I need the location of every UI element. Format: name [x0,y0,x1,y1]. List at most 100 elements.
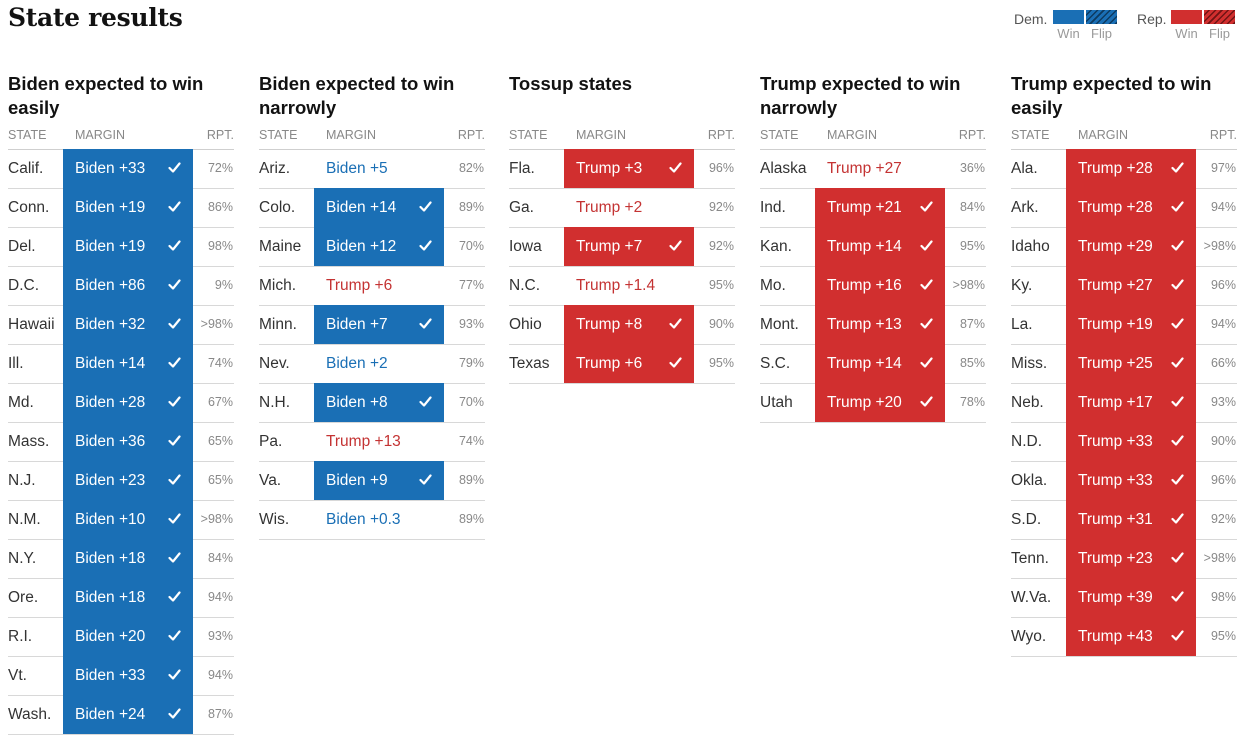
check-icon [168,434,181,447]
table-row[interactable]: Mass. Biden +36 65% [8,422,234,462]
check-icon [419,200,432,213]
legend-dem-win-swatch [1053,10,1084,24]
table-row[interactable]: Ariz. Biden +5 82% [259,150,485,189]
table-row[interactable]: Tenn. Trump +23 >98% [1011,539,1237,579]
table-row[interactable]: Ky. Trump +27 96% [1011,266,1237,306]
table-row[interactable]: Ark. Trump +28 94% [1011,188,1237,228]
table-row[interactable]: Ga. Trump +2 92% [509,189,735,228]
table-row[interactable]: Miss. Trump +25 66% [1011,344,1237,384]
state-name: Ill. [8,355,24,372]
table-row[interactable]: Wash. Biden +24 87% [8,695,234,735]
table-row[interactable]: Ala. Trump +28 97% [1011,149,1237,189]
table-row[interactable]: Iowa Trump +7 92% [509,227,735,267]
state-name: Minn. [259,316,297,333]
margin-value: Trump +7 [576,238,643,255]
margin-cell: Biden +18 [63,539,193,578]
table-row[interactable]: N.D. Trump +33 90% [1011,422,1237,462]
check-icon [920,278,933,291]
check-icon [168,395,181,408]
table-row[interactable]: Alaska Trump +27 36% [760,150,986,189]
legend-rep-label: Rep. [1137,11,1167,27]
table-row[interactable]: Hawaii Biden +32 >98% [8,305,234,345]
margin-value: Biden +5 [326,160,388,177]
results-group: Biden expected to win easily STATE MARGIN R… [8,72,234,735]
table-row[interactable]: Ill. Biden +14 74% [8,344,234,384]
table-row[interactable]: La. Trump +19 94% [1011,305,1237,345]
check-icon [920,356,933,369]
check-icon [1171,200,1184,213]
table-row[interactable]: Okla. Trump +33 96% [1011,461,1237,501]
reporting-percent: 92% [708,239,734,253]
table-row[interactable]: Del. Biden +19 98% [8,227,234,267]
table-row[interactable]: Wis. Biden +0.3 89% [259,501,485,540]
check-icon [1171,239,1184,252]
table-row[interactable]: N.M. Biden +10 >98% [8,500,234,540]
state-name: Neb. [1011,394,1044,411]
legend-dem-flip-label: Flip [1091,26,1112,41]
table-row[interactable]: Va. Biden +9 89% [259,461,485,501]
state-name: Ariz. [259,160,290,177]
table-row[interactable]: Utah Trump +20 78% [760,383,986,423]
margin-value: Trump +14 [827,238,902,255]
table-row[interactable]: Neb. Trump +17 93% [1011,383,1237,423]
table-row[interactable]: Vt. Biden +33 94% [8,656,234,696]
table-row[interactable]: Calif. Biden +33 72% [8,149,234,189]
table-row[interactable]: Conn. Biden +19 86% [8,188,234,228]
table-row[interactable]: S.C. Trump +14 85% [760,344,986,384]
table-row[interactable]: N.C. Trump +1.4 95% [509,267,735,306]
table-row[interactable]: N.H. Biden +8 70% [259,383,485,423]
check-icon [168,473,181,486]
table-row[interactable]: Md. Biden +28 67% [8,383,234,423]
table-row[interactable]: Colo. Biden +14 89% [259,188,485,228]
table-row[interactable]: Texas Trump +6 95% [509,344,735,384]
check-icon [920,395,933,408]
table-row[interactable]: N.Y. Biden +18 84% [8,539,234,579]
state-name: Tenn. [1011,550,1049,567]
reporting-percent: 84% [207,551,233,565]
margin-cell: Biden +7 [314,305,444,344]
header-margin: MARGIN [326,128,376,142]
margin-cell: Biden +32 [63,305,193,344]
table-row[interactable]: Ore. Biden +18 94% [8,578,234,618]
table-row[interactable]: Mich. Trump +6 77% [259,267,485,306]
table-row[interactable]: W.Va. Trump +39 98% [1011,578,1237,618]
margin-value: Biden +20 [75,628,146,645]
margin-cell: Trump +20 [815,383,945,422]
table-row[interactable]: Fla. Trump +3 96% [509,149,735,189]
margin-cell: Biden +12 [314,227,444,266]
margin-cell: Biden +24 [63,695,193,734]
header-state: STATE [509,128,548,142]
reporting-percent: 94% [1210,200,1236,214]
margin-value: Biden +9 [326,472,388,489]
page-title: State results [8,3,183,32]
table-row[interactable]: Minn. Biden +7 93% [259,305,485,345]
group-title: Biden expected to win narrowly [259,73,455,118]
check-icon [1171,551,1184,564]
state-name: S.D. [1011,511,1042,528]
table-row[interactable]: Nev. Biden +2 79% [259,345,485,384]
table-row[interactable]: Mont. Trump +13 87% [760,305,986,345]
table-row[interactable]: Ohio Trump +8 90% [509,305,735,345]
margin-cell: Trump +23 [1066,539,1196,578]
state-name: Hawaii [8,316,55,333]
state-name: Del. [8,238,36,255]
reporting-percent: 89% [458,473,484,487]
margin-value: Trump +27 [1078,277,1153,294]
table-row[interactable]: Wyo. Trump +43 95% [1011,617,1237,657]
table-row[interactable]: Pa. Trump +13 74% [259,423,485,462]
margin-value: Trump +29 [1078,238,1153,255]
table-row[interactable]: Maine Biden +12 70% [259,227,485,267]
table-row[interactable]: N.J. Biden +23 65% [8,461,234,501]
table-row[interactable]: Kan. Trump +14 95% [760,227,986,267]
table-row[interactable]: Mo. Trump +16 >98% [760,266,986,306]
reporting-percent: 97% [1210,161,1236,175]
margin-value: Trump +31 [1078,511,1153,528]
table-row[interactable]: S.D. Trump +31 92% [1011,500,1237,540]
table-row[interactable]: D.C. Biden +86 9% [8,266,234,306]
state-name: Wis. [259,511,290,528]
table-row[interactable]: Ind. Trump +21 84% [760,188,986,228]
table-row[interactable]: R.I. Biden +20 93% [8,617,234,657]
table-row[interactable]: Idaho Trump +29 >98% [1011,227,1237,267]
check-icon [1171,590,1184,603]
reporting-percent: >98% [200,317,233,331]
